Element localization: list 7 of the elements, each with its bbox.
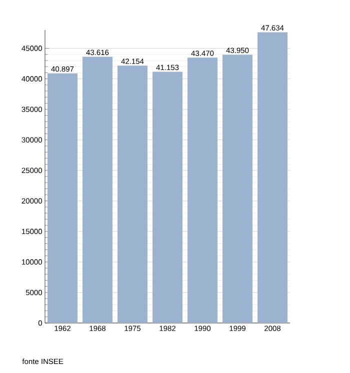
bar	[222, 54, 252, 323]
bar	[82, 56, 112, 323]
bar	[187, 58, 218, 323]
bar	[152, 72, 182, 323]
bar	[48, 73, 78, 323]
bar	[257, 32, 288, 323]
bar	[118, 66, 148, 323]
